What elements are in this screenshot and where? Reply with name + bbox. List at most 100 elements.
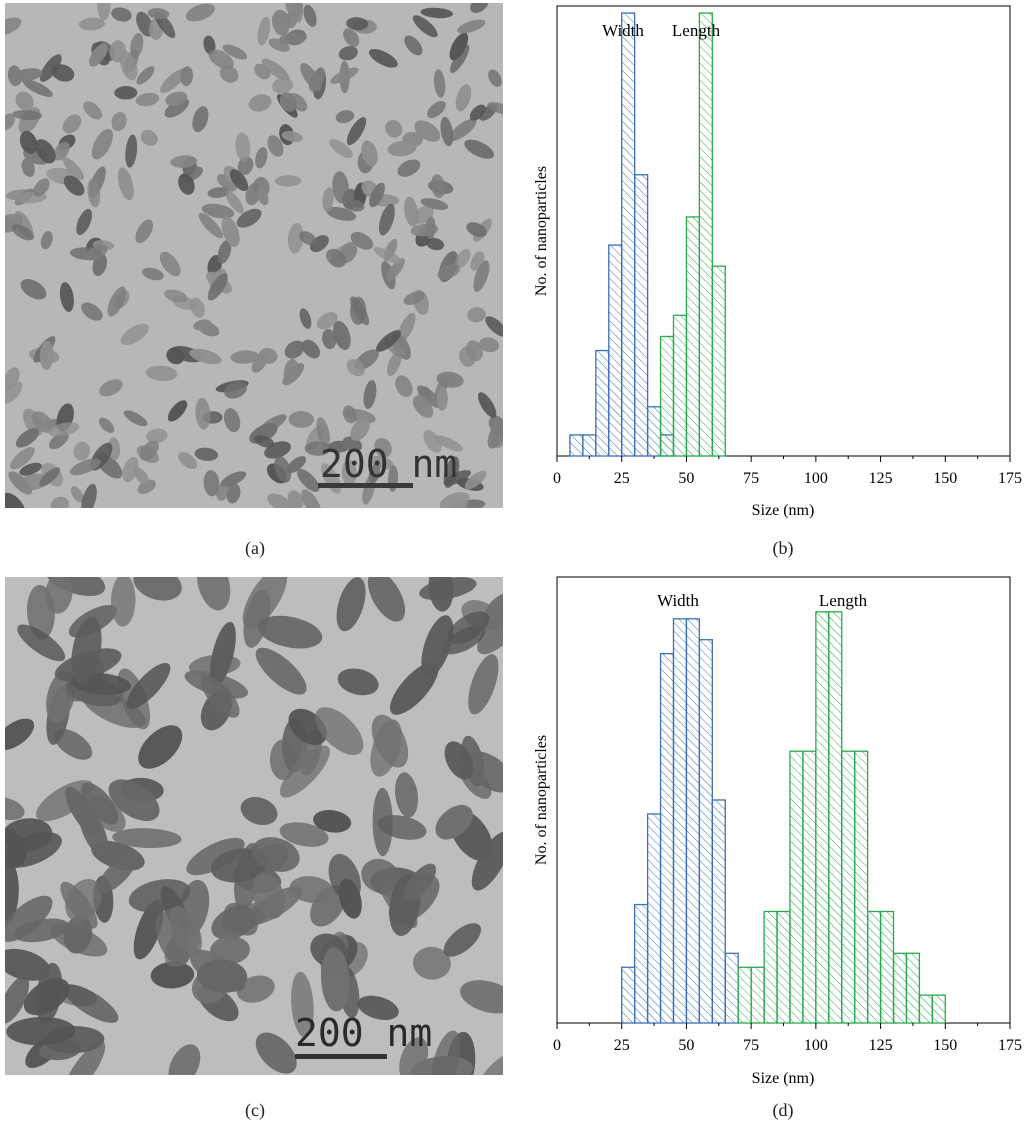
nanoparticle <box>229 169 249 191</box>
nanoparticle <box>257 187 269 206</box>
nanoparticle <box>5 718 35 751</box>
nanoparticle <box>200 675 240 718</box>
nanoparticle <box>120 51 138 81</box>
nanoparticle <box>326 248 347 268</box>
nanoparticle <box>488 69 502 87</box>
nanoparticle <box>6 1016 76 1046</box>
d-bar-width-55 <box>698 639 713 1024</box>
nanoparticle <box>222 44 248 60</box>
nanoparticle <box>274 175 302 187</box>
nanoparticle <box>198 212 224 239</box>
tem-image-c-canvas: 200 nm <box>5 577 503 1075</box>
nanoparticle <box>73 441 91 461</box>
nanoparticle <box>487 102 503 115</box>
nanoparticle <box>267 493 293 508</box>
nanoparticle <box>220 902 270 933</box>
scale-bar-a <box>318 483 413 488</box>
nanoparticle <box>412 946 451 980</box>
b-bar-length-55 <box>698 12 713 457</box>
nanoparticle <box>436 387 448 411</box>
nanoparticle <box>111 111 127 132</box>
d-tick-label-150: 150 <box>933 1037 957 1054</box>
nanoparticle <box>195 397 211 430</box>
nanoparticle <box>291 971 314 1038</box>
nanoparticle <box>427 100 446 119</box>
nanoparticle <box>112 828 182 849</box>
nanoparticle <box>59 282 74 312</box>
nanoparticle <box>217 239 232 264</box>
nanoparticle <box>108 779 160 822</box>
b-tick-label-0: 0 <box>553 470 561 487</box>
d-tick-label-125: 125 <box>869 1037 893 1054</box>
nanoparticle <box>5 113 16 131</box>
nanoparticle <box>255 146 268 169</box>
nanoparticle <box>108 437 121 461</box>
d-bar-width-45 <box>672 618 688 1024</box>
legend-length-b: Length <box>672 21 721 40</box>
nanoparticle <box>51 64 75 82</box>
nanoparticle <box>19 130 38 154</box>
nanoparticle <box>412 395 434 418</box>
d-tick-label-75: 75 <box>743 1037 759 1054</box>
panel-label-a: (a) <box>245 538 265 558</box>
nanoparticle <box>62 1041 106 1075</box>
nanoparticle <box>189 348 222 365</box>
nanoparticle <box>224 381 248 399</box>
nanoparticle <box>81 483 97 508</box>
nanoparticle <box>167 400 188 422</box>
nanoparticle <box>50 923 108 957</box>
scale-bar-c <box>295 1054 387 1059</box>
nanoparticle <box>272 77 294 94</box>
nanoparticle <box>85 244 108 261</box>
d-bar-length-130 <box>892 952 908 1024</box>
nanoparticle <box>237 156 254 176</box>
d-bar-length-105 <box>828 611 843 1024</box>
nanoparticle <box>133 577 182 601</box>
nanoparticle <box>437 264 460 280</box>
d-bar-width-40 <box>659 653 675 1024</box>
nanoparticle <box>255 1032 297 1074</box>
nanoparticle <box>196 577 231 611</box>
nanoparticle <box>165 91 188 106</box>
x-axis-ticks-d: 0 25 50 75 100 125 150 175 <box>553 1023 1022 1054</box>
nanoparticle <box>150 961 195 989</box>
nanoparticle <box>431 1030 461 1075</box>
nanoparticle <box>10 446 35 470</box>
nanoparticle <box>135 219 154 244</box>
nanoparticle <box>478 392 497 418</box>
nanoparticle <box>303 4 317 27</box>
nanoparticle <box>279 32 307 45</box>
b-tick-label-100: 100 <box>804 470 828 487</box>
nanoparticle <box>479 337 500 353</box>
nanoparticle <box>425 216 436 240</box>
nanoparticle <box>5 492 26 508</box>
nanoparticle <box>361 858 400 894</box>
b-bar-width-30 <box>634 174 649 457</box>
nanoparticles-c <box>5 577 503 1075</box>
d-bar-length-70 <box>737 966 752 1024</box>
nanoparticle <box>370 719 402 777</box>
nanoparticle <box>404 35 423 56</box>
d-bar-length-80 <box>763 910 778 1024</box>
nanoparticle <box>5 818 53 852</box>
nanoparticle <box>36 780 94 822</box>
nanoparticle <box>378 203 395 236</box>
d-bar-length-110 <box>841 750 856 1024</box>
nanoparticle <box>5 976 30 1024</box>
nanoparticle <box>363 380 377 410</box>
nanoparticle <box>110 577 136 627</box>
nanoparticle <box>50 496 70 508</box>
nanoparticle <box>71 616 102 684</box>
d-bar-length-140 <box>918 994 933 1024</box>
nanoparticle <box>136 66 155 85</box>
nanoparticle <box>301 489 322 508</box>
nanoparticle <box>285 3 303 17</box>
nanoparticle <box>329 139 353 158</box>
nanoparticle <box>130 33 144 59</box>
nanoparticle <box>226 483 241 504</box>
d-tick-label-100: 100 <box>804 1037 828 1054</box>
nanoparticle <box>123 410 148 427</box>
nanoparticle <box>207 273 228 301</box>
nanoparticle <box>5 895 53 942</box>
nanoparticle <box>313 810 352 833</box>
